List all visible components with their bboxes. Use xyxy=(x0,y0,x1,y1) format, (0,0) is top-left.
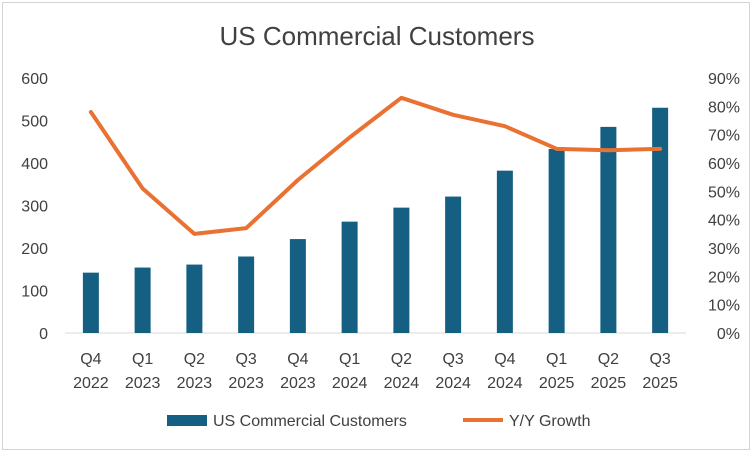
bar xyxy=(445,197,461,333)
line-series xyxy=(91,98,660,234)
x-tick-label-year: 2024 xyxy=(487,375,523,392)
bar xyxy=(238,257,254,334)
y2-tick-label: 10% xyxy=(708,298,740,315)
y2-tick-label: 20% xyxy=(708,269,740,286)
y-tick-label: 500 xyxy=(21,114,48,131)
x-tick-label-quarter: Q1 xyxy=(339,351,360,368)
x-tick-label-year: 2025 xyxy=(591,375,627,392)
x-tick-label-year: 2023 xyxy=(125,375,161,392)
y-tick-label: 300 xyxy=(21,199,48,216)
bar xyxy=(290,239,306,333)
bar xyxy=(135,268,151,333)
growth-line xyxy=(91,98,660,234)
x-tick-label-quarter: Q2 xyxy=(598,351,619,368)
x-tick-label-quarter: Q2 xyxy=(391,351,412,368)
chart-title: US Commercial Customers xyxy=(220,21,535,51)
x-tick-label-year: 2024 xyxy=(384,375,420,392)
x-tick-label-quarter: Q4 xyxy=(287,351,308,368)
chart-frame: US Commercial Customers 0 100 200 300 400 500… xyxy=(2,2,750,450)
y2-tick-label: 30% xyxy=(708,241,740,258)
x-tick-label-quarter: Q1 xyxy=(132,351,153,368)
x-tick-label-quarter: Q1 xyxy=(546,351,567,368)
x-tick-label-year: 2025 xyxy=(642,375,678,392)
y-tick-label: 100 xyxy=(21,284,48,301)
x-tick-label-year: 2025 xyxy=(539,375,575,392)
y2-tick-label: 50% xyxy=(708,184,740,201)
y2-tick-label: 80% xyxy=(708,99,740,116)
bar xyxy=(600,127,616,333)
legend-label-line: Y/Y Growth xyxy=(509,413,591,430)
bar xyxy=(186,265,202,333)
bar xyxy=(83,273,99,333)
y-tick-label: 600 xyxy=(21,71,48,88)
legend-swatch-bar xyxy=(167,415,207,426)
y2-tick-label: 90% xyxy=(708,71,740,88)
x-tick-label-year: 2023 xyxy=(280,375,316,392)
y-tick-label: 400 xyxy=(21,156,48,173)
bar xyxy=(393,208,409,333)
x-tick-label-year: 2023 xyxy=(228,375,264,392)
bar-series xyxy=(83,108,668,333)
combo-chart: US Commercial Customers 0 100 200 300 400 500… xyxy=(3,3,751,451)
x-tick-label-year: 2024 xyxy=(332,375,368,392)
x-tick-label-quarter: Q3 xyxy=(649,351,670,368)
bar xyxy=(652,108,668,333)
bar xyxy=(497,171,513,333)
x-tick-label-quarter: Q3 xyxy=(235,351,256,368)
x-tick-label-year: 2024 xyxy=(435,375,471,392)
x-tick-label-quarter: Q4 xyxy=(494,351,515,368)
legend: US Commercial Customers Y/Y Growth xyxy=(167,413,591,430)
x-tick-label-year: 2023 xyxy=(177,375,213,392)
category-axis-labels: Q4 2022 Q1 2023 Q2 2023 Q3 2023 Q4 2023 Q1 2024 Q2 20… xyxy=(73,351,678,392)
y2-tick-label: 60% xyxy=(708,156,740,173)
legend-label-bar: US Commercial Customers xyxy=(213,413,407,430)
x-tick-label-quarter: Q2 xyxy=(184,351,205,368)
y2-tick-label: 40% xyxy=(708,213,740,230)
y2-tick-label: 70% xyxy=(708,128,740,145)
left-axis-ticks: 0 100 200 300 400 500 600 xyxy=(21,71,48,343)
bar xyxy=(549,149,565,333)
right-axis-ticks: 0% 10% 20% 30% 40% 50% 60% 70% 80% 90% xyxy=(708,71,740,343)
y2-tick-label: 0% xyxy=(717,326,740,343)
x-tick-label-quarter: Q4 xyxy=(80,351,101,368)
x-tick-label-quarter: Q3 xyxy=(442,351,463,368)
x-tick-label-year: 2022 xyxy=(73,375,109,392)
y-tick-label: 0 xyxy=(39,326,48,343)
bar xyxy=(342,222,358,333)
y-tick-label: 200 xyxy=(21,241,48,258)
